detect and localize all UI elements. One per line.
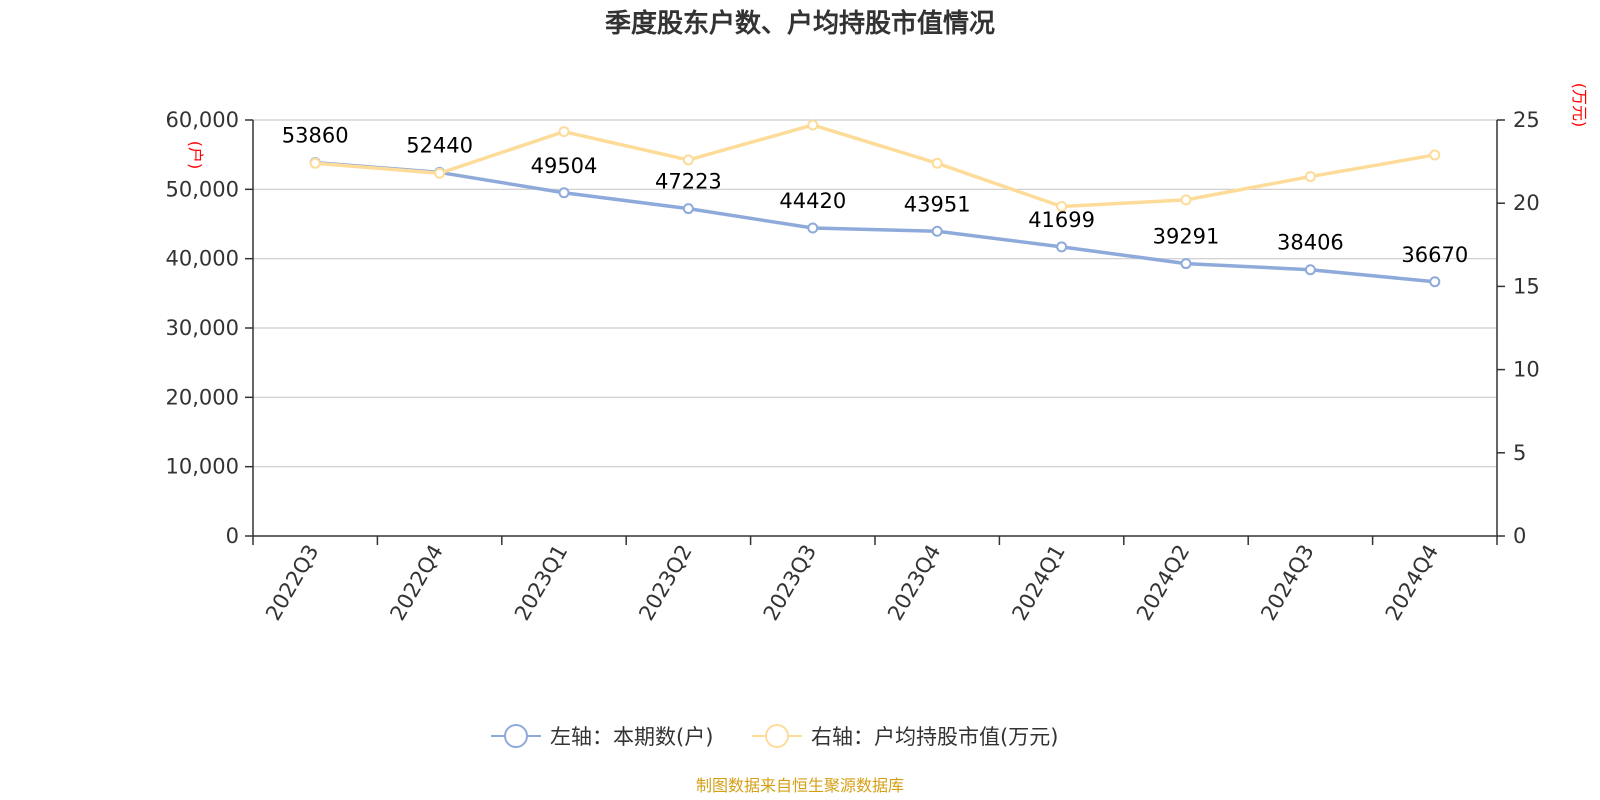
data-label: 44420 [779, 189, 846, 213]
series-point-2[interactable] [1180, 194, 1192, 206]
legend[interactable]: 左轴：本期数(户) 右轴：户均持股市值(万元) [491, 724, 1058, 749]
data-label: 49504 [531, 154, 598, 178]
data-label: 36670 [1401, 243, 1468, 267]
right-tick-label: 25 [1513, 108, 1540, 132]
data-label: 39291 [1153, 225, 1220, 249]
left-tick-label: 0 [226, 524, 239, 548]
x-tick-label: 2024Q3 [1256, 541, 1318, 625]
legend-label-2[interactable]: 右轴：户均持股市值(万元) [811, 725, 1058, 749]
data-label: 53860 [282, 124, 349, 148]
right-axis-unit: (万元) [1570, 83, 1589, 128]
series-point-2[interactable] [807, 119, 819, 131]
x-tick-label: 2023Q3 [759, 541, 821, 625]
left-tick-label: 10,000 [166, 455, 239, 479]
left-tick-label: 20,000 [166, 385, 239, 409]
series-point-1[interactable] [1429, 276, 1441, 288]
series-point-2[interactable] [434, 167, 446, 179]
left-tick-label: 60,000 [166, 108, 239, 132]
data-label: 43951 [904, 192, 971, 216]
gridlines [253, 119, 1497, 468]
series-point-2[interactable] [1056, 201, 1068, 213]
x-tick-label: 2023Q2 [634, 541, 696, 625]
data-label: 41699 [1028, 208, 1095, 232]
series-point-2[interactable] [1304, 171, 1316, 183]
x-tick-label: 2022Q3 [261, 541, 323, 625]
data-label: 38406 [1277, 231, 1344, 255]
x-tick-label: 2024Q1 [1007, 541, 1069, 625]
series-point-1[interactable] [558, 187, 570, 199]
series-point-2[interactable] [931, 157, 943, 169]
series-point-2[interactable] [558, 126, 570, 138]
right-tick-label: 5 [1513, 441, 1526, 465]
legend-marker-1 [504, 724, 528, 748]
x-tick-label: 2024Q4 [1381, 541, 1443, 625]
x-tick-label: 2023Q1 [510, 541, 572, 625]
series-line-1 [315, 160, 1435, 284]
legend-label-1[interactable]: 左轴：本期数(户) [550, 725, 713, 749]
left-axis-unit: (户) [186, 141, 205, 170]
source-note: 制图数据来自恒生聚源数据库 [696, 776, 904, 795]
series-layer [309, 119, 1441, 288]
series-point-1[interactable] [931, 225, 943, 237]
series-line-2 [315, 123, 1436, 209]
series-point-1[interactable] [1056, 241, 1068, 253]
right-tick-label: 0 [1513, 524, 1526, 548]
series-point-2[interactable] [309, 157, 321, 169]
data-label: 47223 [655, 170, 722, 194]
series-point-1[interactable] [1180, 258, 1192, 270]
series-point-2[interactable] [1429, 149, 1441, 161]
right-tick-label: 10 [1513, 358, 1540, 382]
series-point-1[interactable] [1304, 264, 1316, 276]
x-tick-label: 2023Q4 [883, 541, 945, 625]
data-labels: 53860 52440 49504 47223 44420 43951 41699 39291… [282, 124, 1468, 267]
right-tick-label: 20 [1513, 191, 1540, 215]
chart-title: 季度股东户数、户均持股市值情况 [605, 8, 995, 39]
x-tick-label: 2024Q2 [1132, 541, 1194, 625]
legend-marker-2 [765, 724, 789, 748]
left-tick-label: 50,000 [166, 177, 239, 201]
series-point-2[interactable] [682, 154, 694, 166]
data-label: 52440 [406, 133, 473, 157]
axes: 0 10,000 20,000 30,000 40,000 50,000 60,000 0 5 1… [166, 108, 1540, 625]
series-point-1[interactable] [682, 203, 694, 215]
left-tick-label: 40,000 [166, 247, 239, 271]
x-tick-label: 2022Q4 [385, 541, 447, 625]
left-tick-label: 30,000 [166, 316, 239, 340]
series-point-1[interactable] [807, 222, 819, 234]
right-tick-label: 15 [1513, 274, 1540, 298]
